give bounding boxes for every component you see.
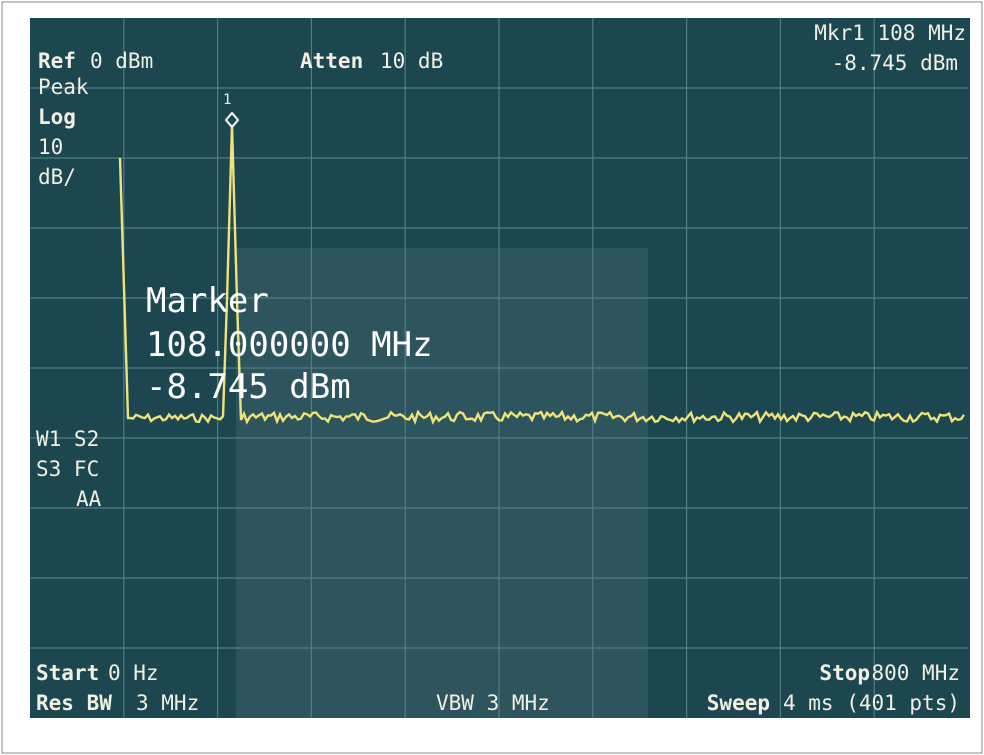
atten-label: Atten — [300, 49, 363, 73]
rbw-value: 3 MHz — [136, 691, 199, 715]
scale-unit: dB/ — [38, 165, 76, 189]
detector: Peak — [38, 75, 89, 99]
marker-level: -8.745 dBm — [832, 51, 958, 75]
watermark — [236, 248, 648, 718]
ref-label: Ref — [38, 49, 76, 73]
marker-diamond — [224, 111, 240, 129]
scale-type: Log — [38, 105, 76, 129]
flag: W1 S2 — [36, 427, 99, 451]
atten-value: 10 dB — [380, 49, 443, 73]
ref-value: 0 dBm — [90, 49, 153, 73]
start-label: Start — [36, 661, 99, 685]
marker-title: Marker — [146, 281, 269, 321]
marker-frequency: Mkr1 108 MHz — [814, 21, 966, 45]
vbw: VBW 3 MHz — [436, 691, 550, 715]
rbw-label: Res BW — [36, 691, 112, 715]
scale-value: 10 — [38, 135, 63, 159]
marker-box-frequency: 108.000000 MHz — [146, 325, 433, 365]
flag: AA — [76, 487, 102, 511]
trace — [118, 124, 965, 426]
start-value: 0 Hz — [108, 661, 159, 685]
sweep-label: Sweep — [707, 691, 770, 715]
flag: S3 FC — [36, 457, 99, 481]
sweep-value: 4 ms (401 pts) — [783, 691, 960, 715]
graticule — [30, 18, 968, 718]
stop-value: 800 MHz — [871, 661, 960, 685]
stop-label: Stop — [819, 661, 870, 685]
marker-id: 1 — [223, 92, 231, 108]
marker-box-level: -8.745 dBm — [146, 367, 351, 407]
